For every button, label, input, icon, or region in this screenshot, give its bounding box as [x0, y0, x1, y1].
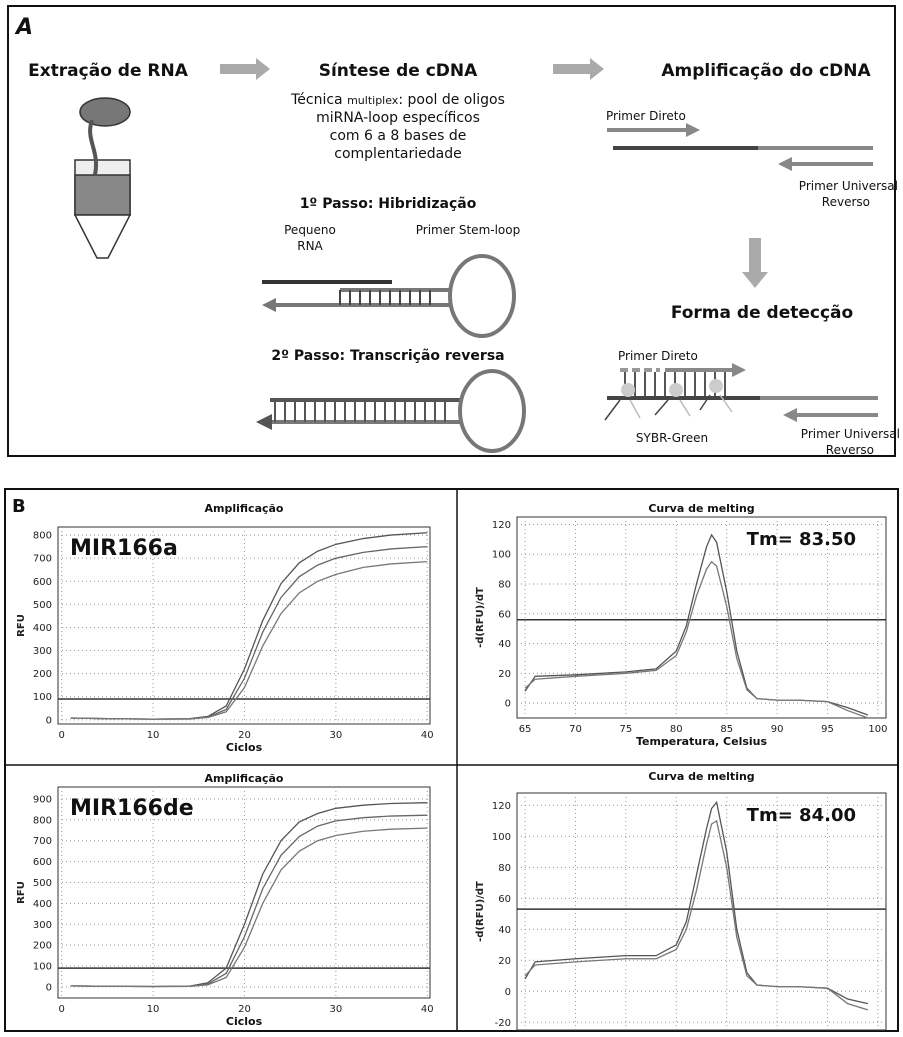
y-tick-label: 800	[33, 531, 52, 542]
y-tick-label: 700	[33, 836, 52, 847]
plot-area	[517, 793, 886, 1030]
panel-label: B	[12, 496, 26, 517]
x-tick-label: 10	[147, 730, 160, 741]
y-tick-label: 900	[33, 794, 52, 805]
step-title: Extração de RNA	[28, 61, 189, 81]
y-tick-label: 80	[498, 580, 511, 591]
detection-diagram	[605, 363, 878, 422]
label: SYBR-Green	[636, 431, 708, 445]
step-label: 2º Passo: Transcrição reversa	[271, 348, 504, 364]
x-tick-label: 85	[720, 724, 733, 735]
hybrid-diagram	[262, 256, 514, 336]
technique-line: complentariedade	[334, 146, 461, 162]
annotation: MIR166a	[70, 536, 178, 561]
x-tick-label: 10	[147, 1004, 160, 1015]
technique-line: Técnica multiplex: pool de oligos	[290, 92, 505, 108]
y-tick-label: 40	[498, 639, 511, 650]
y-tick-label: 800	[33, 815, 52, 826]
y-tick-label: 200	[33, 669, 52, 680]
y-tick-label: 200	[33, 941, 52, 952]
y-tick-label: -20	[495, 1018, 511, 1029]
rt-diagram	[256, 371, 524, 451]
y-tick-label: 0	[505, 987, 511, 998]
annotation: Tm= 83.50	[747, 529, 856, 550]
step-label: 1º Passo: Hibridização	[300, 196, 477, 212]
x-tick-label: 20	[238, 1004, 251, 1015]
label: Primer Universal	[799, 179, 898, 193]
label: Reverso	[822, 195, 870, 209]
y-axis-label: RFU	[16, 614, 27, 637]
x-tick-label: 100	[868, 724, 887, 735]
annotation: Tm= 84.00	[747, 805, 856, 826]
y-axis-label: -d(RFU)/dT	[475, 881, 486, 942]
y-tick-label: 100	[33, 692, 52, 703]
y-tick-label: 600	[33, 577, 52, 588]
y-tick-label: 100	[492, 832, 511, 843]
x-tick-label: 30	[329, 730, 342, 741]
chart-title: Curva de melting	[648, 770, 754, 783]
x-tick-label: 70	[569, 724, 582, 735]
y-tick-label: 500	[33, 878, 52, 889]
y-tick-label: 40	[498, 925, 511, 936]
x-tick-label: 40	[421, 730, 434, 741]
y-tick-label: 700	[33, 554, 52, 565]
tube-icon	[75, 98, 130, 258]
x-axis-label: Temperatura, Celsius	[636, 735, 768, 748]
x-tick-label: 40	[421, 1004, 434, 1015]
y-tick-label: 60	[498, 609, 511, 620]
panel-label: A	[14, 15, 33, 40]
y-tick-label: 400	[33, 899, 52, 910]
y-tick-label: 120	[492, 520, 511, 531]
y-tick-label: 80	[498, 863, 511, 874]
y-tick-label: 100	[33, 962, 52, 973]
label: Primer Direto	[606, 109, 686, 123]
x-tick-label: 65	[519, 724, 532, 735]
x-tick-label: 75	[620, 724, 633, 735]
label: Reverso	[826, 443, 874, 457]
y-tick-label: 300	[33, 920, 52, 931]
step-title: Forma de detecção	[671, 303, 853, 323]
step-title: Síntese de cDNA	[319, 61, 478, 81]
label: Pequeno	[284, 223, 336, 237]
x-axis-label: Ciclos	[226, 741, 263, 754]
amp-diagram	[607, 123, 873, 171]
y-axis-label: -d(RFU)/dT	[475, 587, 486, 648]
y-tick-label: 100	[492, 550, 511, 561]
y-tick-label: 400	[33, 623, 52, 634]
chart-title: Amplificação	[205, 772, 284, 785]
y-tick-label: 0	[46, 982, 52, 993]
y-tick-label: 600	[33, 857, 52, 868]
y-tick-label: 500	[33, 600, 52, 611]
y-tick-label: 20	[498, 669, 511, 680]
y-axis-label: RFU	[16, 881, 27, 904]
x-tick-label: 80	[670, 724, 683, 735]
step-title: Amplificação do cDNA	[661, 61, 871, 81]
y-tick-label: 300	[33, 646, 52, 657]
chart-title: Amplificação	[205, 502, 284, 515]
y-tick-label: 0	[46, 715, 52, 726]
y-tick-label: 20	[498, 956, 511, 967]
annotation: MIR166de	[70, 796, 194, 821]
chart-title: Curva de melting	[648, 502, 754, 515]
y-tick-label: 0	[505, 699, 511, 710]
x-tick-label: 90	[771, 724, 784, 735]
figure: A Extração de RNA Síntese de cDNA Amplif…	[0, 0, 903, 1033]
label: Primer Universal	[801, 427, 900, 441]
label: Primer Direto	[618, 349, 698, 363]
technique-line: com 6 a 8 bases de	[330, 128, 467, 144]
x-tick-label: 20	[238, 730, 251, 741]
x-tick-label: 0	[58, 730, 64, 741]
label: RNA	[297, 239, 323, 253]
x-tick-label: 30	[329, 1004, 342, 1015]
x-tick-label: 0	[58, 1004, 64, 1015]
label: Primer Stem-loop	[416, 223, 520, 237]
y-tick-label: 120	[492, 801, 511, 812]
y-tick-label: 60	[498, 894, 511, 905]
technique-line: miRNA-loop específicos	[316, 110, 480, 126]
x-tick-label: 95	[821, 724, 834, 735]
x-axis-label: Ciclos	[226, 1015, 263, 1028]
